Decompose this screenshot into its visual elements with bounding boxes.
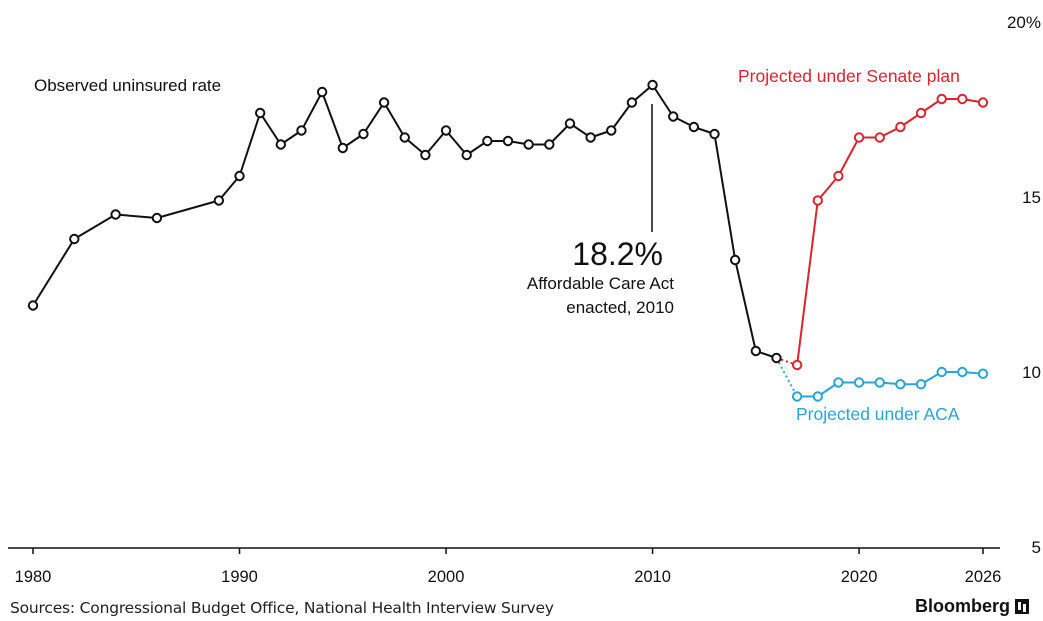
y-tick-label: 5 [1032, 538, 1041, 557]
data-point [69, 233, 80, 245]
data-point [440, 125, 452, 136]
data-point [606, 125, 617, 136]
sources-note: Sources: Congressional Budget Office, Na… [10, 599, 554, 617]
data-point [853, 377, 865, 388]
y-tick-label: 20% [1007, 13, 1041, 32]
data-point [957, 93, 968, 105]
bloomberg-logo: Bloomberg [915, 596, 1029, 617]
data-point [729, 254, 741, 266]
data-point [833, 170, 844, 182]
bloomberg-wordmark: Bloomberg [914, 596, 1010, 616]
data-point [151, 212, 163, 224]
y-tick-label: 15 [1022, 188, 1041, 207]
data-point [110, 209, 121, 220]
data-point [709, 128, 720, 140]
data-point [399, 132, 410, 143]
series-line [797, 371, 984, 398]
data-point [482, 135, 493, 147]
data-point [915, 379, 927, 390]
data-point [750, 345, 762, 357]
data-point [977, 368, 989, 379]
data-point [895, 121, 906, 133]
y-axis-ticks: 20% 15 10 5 [1007, 13, 1041, 557]
data-point [915, 107, 927, 119]
data-point [812, 391, 823, 402]
data-point [812, 195, 823, 206]
projection-connector [775, 357, 799, 397]
data-point [874, 377, 885, 388]
projection-connector [776, 357, 798, 366]
data-point [254, 107, 266, 119]
data-point [296, 125, 307, 136]
data-point [358, 128, 369, 140]
data-point [977, 97, 989, 108]
data-point [275, 139, 287, 150]
series-line [796, 98, 984, 366]
data-point [585, 132, 596, 143]
data-point [688, 121, 700, 133]
peak-note-line2: enacted, 2010 [566, 298, 674, 317]
data-point [853, 132, 865, 143]
senate-series-label: Projected under Senate plan [738, 66, 960, 86]
x-tick-label: 2010 [634, 568, 671, 586]
x-tick-label: 2026 [965, 568, 1002, 586]
bloomberg-mark-icon [1015, 599, 1029, 614]
peak-value-label: 18.2% [572, 236, 663, 272]
data-point [791, 359, 803, 371]
data-point [337, 142, 348, 154]
data-point [378, 97, 390, 108]
data-point [316, 86, 328, 98]
data-point [957, 366, 968, 378]
series-points [27, 79, 989, 402]
data-point [420, 149, 431, 161]
data-point [502, 135, 514, 147]
x-tick-label: 1980 [15, 568, 52, 586]
observed-series-label: Observed uninsured rate [34, 76, 221, 95]
data-point [647, 79, 658, 91]
data-point [626, 97, 638, 108]
data-point [668, 111, 679, 122]
data-point [936, 366, 947, 378]
x-tick-label: 1990 [221, 568, 258, 586]
series-line [32, 84, 777, 359]
data-point [234, 170, 245, 182]
data-point [523, 139, 534, 150]
data-point [461, 149, 472, 161]
data-point [791, 391, 803, 402]
x-tick-label: 2020 [841, 568, 878, 586]
peak-note-line1: Affordable Care Act [527, 274, 674, 293]
data-point [213, 195, 225, 206]
data-point [771, 352, 782, 364]
data-point [564, 118, 576, 129]
y-tick-label: 10 [1022, 363, 1041, 382]
data-point [936, 93, 947, 105]
aca-series-label: Projected under ACA [796, 404, 960, 424]
x-tick-label: 2000 [428, 568, 465, 586]
data-point [895, 379, 906, 390]
data-point [27, 300, 39, 311]
data-point [544, 139, 555, 150]
data-point [874, 132, 885, 143]
x-axis-ticks: 1980 1990 2000 2010 2020 2026 [15, 548, 1002, 586]
series-lines [32, 84, 984, 398]
data-point [833, 377, 844, 388]
